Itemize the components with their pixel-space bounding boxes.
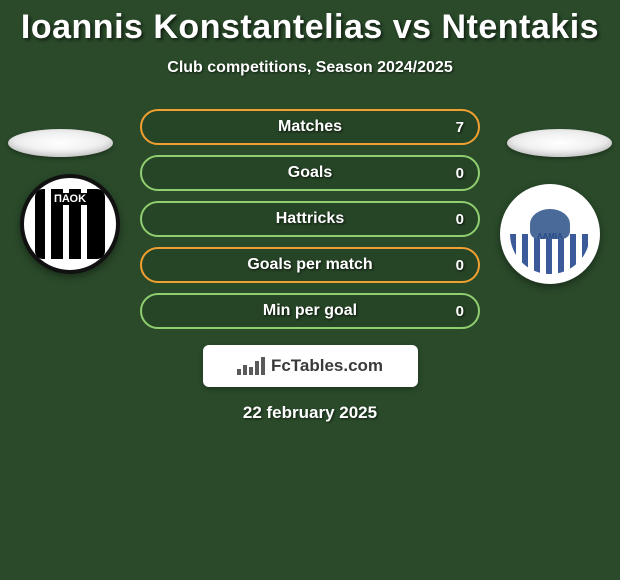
- stat-label: Min per goal: [263, 302, 357, 320]
- comparison-content: ΠΑΟΚ ΛΑΜΙΑ Matches 7 Goals 0 Hattricks 0…: [0, 109, 620, 423]
- page-subtitle: Club competitions, Season 2024/2025: [0, 59, 620, 77]
- stat-row-min-per-goal: Min per goal 0: [140, 293, 480, 329]
- stat-row-goals-per-match: Goals per match 0: [140, 247, 480, 283]
- club-left-text: ΠΑΟΚ: [52, 193, 88, 205]
- brand-text: FcTables.com: [271, 356, 383, 376]
- stat-label: Goals: [288, 164, 332, 182]
- stat-row-hattricks: Hattricks 0: [140, 201, 480, 237]
- stat-label: Hattricks: [276, 210, 344, 228]
- stat-value-right: 0: [456, 303, 464, 320]
- chart-icon: [237, 357, 265, 375]
- stats-container: Matches 7 Goals 0 Hattricks 0 Goals per …: [140, 109, 480, 329]
- player-right-ellipse: [507, 129, 612, 157]
- stat-value-right: 0: [456, 165, 464, 182]
- footer-date: 22 february 2025: [0, 403, 620, 423]
- stat-row-goals: Goals 0: [140, 155, 480, 191]
- brand-footer: FcTables.com: [203, 345, 418, 387]
- club-right-text: ΛΑΜΙΑ: [510, 232, 590, 241]
- player-left-ellipse: [8, 129, 113, 157]
- club-badge-left: ΠΑΟΚ: [20, 174, 120, 274]
- stat-label: Matches: [278, 118, 342, 136]
- page-title: Ioannis Konstantelias vs Ntentakis: [0, 0, 620, 47]
- club-badge-right: ΛΑΜΙΑ: [500, 184, 600, 284]
- stat-value-right: 7: [456, 119, 464, 136]
- stat-value-right: 0: [456, 211, 464, 228]
- paok-crest-icon: ΠΑΟΚ: [35, 189, 105, 259]
- stat-value-right: 0: [456, 257, 464, 274]
- stat-row-matches: Matches 7: [140, 109, 480, 145]
- stat-label: Goals per match: [247, 256, 372, 274]
